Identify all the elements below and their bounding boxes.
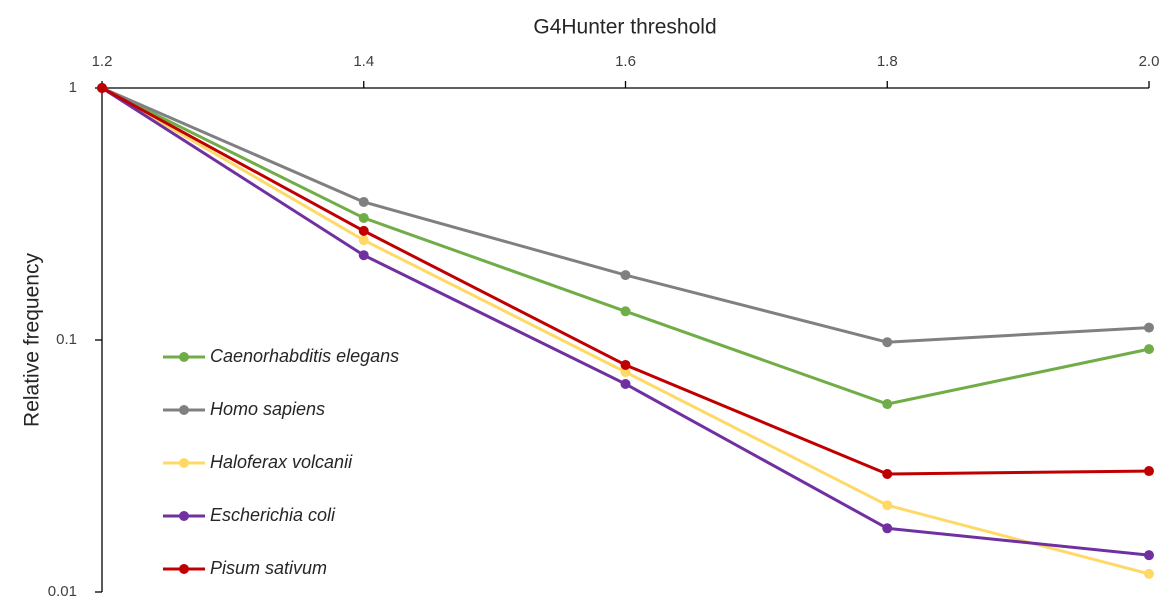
x-axis-title: G4Hunter threshold bbox=[533, 16, 716, 39]
y-axis-title: Relative frequency bbox=[21, 253, 44, 427]
x-tick-label: 1.4 bbox=[353, 53, 374, 70]
series-line bbox=[101, 86, 1150, 557]
x-tick-label: 1.8 bbox=[877, 53, 898, 70]
data-point bbox=[882, 523, 893, 534]
legend-marker bbox=[179, 564, 189, 574]
legend-label: Haloferax volcanii bbox=[210, 452, 353, 472]
data-point bbox=[1144, 322, 1154, 333]
data-point bbox=[882, 337, 893, 348]
data-point bbox=[358, 196, 369, 207]
data-point bbox=[97, 83, 107, 93]
data-point bbox=[1144, 568, 1154, 579]
x-tick-label: 2.0 bbox=[1139, 53, 1160, 70]
data-point bbox=[358, 225, 369, 236]
x-tick-label: 1.6 bbox=[615, 53, 636, 70]
data-point bbox=[882, 500, 893, 511]
series-line bbox=[101, 86, 1150, 344]
data-point bbox=[882, 468, 893, 479]
legend-marker bbox=[179, 352, 189, 362]
data-point bbox=[620, 367, 631, 378]
data-point bbox=[358, 235, 369, 246]
legend-label: Homo sapiens bbox=[210, 399, 325, 419]
data-point bbox=[620, 270, 631, 281]
data-point bbox=[882, 399, 893, 410]
data-point bbox=[1144, 344, 1154, 355]
legend-label: Caenorhabditis elegans bbox=[210, 346, 399, 366]
data-point bbox=[620, 378, 631, 389]
y-tick-label: 0.01 bbox=[48, 583, 77, 600]
legend-label: Pisum sativum bbox=[210, 558, 327, 578]
y-tick-label: 1 bbox=[69, 79, 77, 96]
data-point bbox=[1144, 550, 1154, 561]
series-line bbox=[101, 86, 1150, 576]
data-point bbox=[358, 250, 369, 261]
legend-marker bbox=[179, 405, 189, 415]
data-point bbox=[1144, 466, 1154, 477]
legend-label: Escherichia coli bbox=[210, 505, 336, 525]
legend-marker bbox=[179, 511, 189, 521]
data-point bbox=[620, 306, 631, 317]
data-point bbox=[620, 359, 631, 370]
x-tick-label: 1.2 bbox=[92, 53, 113, 70]
legend-marker bbox=[179, 458, 189, 468]
data-point bbox=[358, 212, 369, 223]
y-tick-label: 0.1 bbox=[56, 331, 77, 348]
